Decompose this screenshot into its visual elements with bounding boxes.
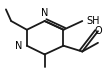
- Text: SH: SH: [86, 16, 100, 26]
- Text: N: N: [15, 41, 23, 51]
- Text: O: O: [94, 26, 102, 36]
- Text: N: N: [41, 8, 48, 18]
